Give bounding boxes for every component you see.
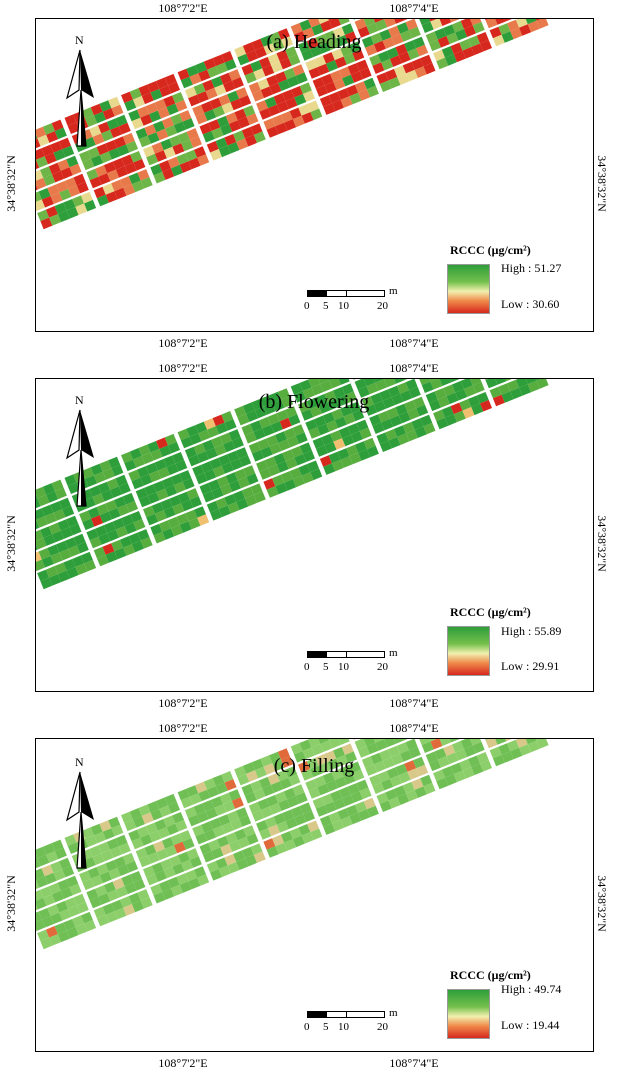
scale-tick-0: 0 xyxy=(304,300,310,312)
legend-color-ramp xyxy=(447,264,490,314)
right-tick: 34°38'32"N xyxy=(594,515,609,572)
scale-tick-20: 20 xyxy=(377,1021,388,1033)
scale-bar xyxy=(307,290,385,297)
bottom-tick-2: 108°7'4"E xyxy=(389,1056,438,1071)
map-canvas xyxy=(36,19,594,332)
legend-title: RCCC (μg/cm²) xyxy=(450,605,531,620)
legend-high: High : 51.27 xyxy=(501,261,561,276)
top-tick-1: 108°7'2"E xyxy=(158,361,207,376)
legend-low: Low : 30.60 xyxy=(501,297,559,312)
left-tick: 34°38'32"N xyxy=(4,875,19,932)
scale-bar xyxy=(307,1011,385,1018)
top-tick-1: 108°7'2"E xyxy=(158,721,207,736)
top-tick-1: 108°7'2"E xyxy=(158,1,207,16)
scale-tick-5: 5 xyxy=(323,1021,329,1033)
map-canvas xyxy=(36,739,594,1052)
north-arrow-icon xyxy=(64,48,98,148)
legend-title: RCCC (μg/cm²) xyxy=(450,243,531,258)
legend-high: High : 55.89 xyxy=(501,624,561,639)
right-tick: 34°38'32"N xyxy=(594,155,609,212)
left-tick: 34°38'32"N xyxy=(4,515,19,572)
right-tick: 34°38'32"N xyxy=(594,875,609,932)
bottom-tick-2: 108°7'4"E xyxy=(389,336,438,351)
legend-low: Low : 19.44 xyxy=(501,1018,559,1033)
scale-tick-10: 10 xyxy=(338,1021,349,1033)
legend-color-ramp xyxy=(447,989,490,1039)
map-frame xyxy=(35,378,594,692)
legend-low: Low : 29.91 xyxy=(501,659,559,674)
scale-tick-5: 5 xyxy=(323,661,329,673)
legend-color-ramp xyxy=(447,626,490,676)
scale-tick-10: 10 xyxy=(338,300,349,312)
plot-cell xyxy=(486,19,498,28)
scale-unit: m xyxy=(389,285,398,297)
north-label: N xyxy=(75,755,84,770)
scale-unit: m xyxy=(389,1007,398,1019)
map-panel-heading: 108°7'2"E 108°7'4"E (a) Heading 34°38'32… xyxy=(0,0,628,360)
left-tick: 34°38'32"N xyxy=(4,155,19,212)
bottom-tick-1: 108°7'2"E xyxy=(158,1056,207,1071)
map-canvas xyxy=(36,379,594,692)
scale-tick-0: 0 xyxy=(304,661,310,673)
scale-tick-0: 0 xyxy=(304,1021,310,1033)
scale-tick-20: 20 xyxy=(377,661,388,673)
bottom-tick-1: 108°7'2"E xyxy=(158,336,207,351)
top-tick-2: 108°7'4"E xyxy=(389,361,438,376)
north-arrow-icon xyxy=(64,408,98,508)
scale-tick-10: 10 xyxy=(338,661,349,673)
map-frame xyxy=(35,738,594,1052)
plot-cell xyxy=(486,379,498,388)
scale-tick-20: 20 xyxy=(377,300,388,312)
legend-high: High : 49.74 xyxy=(501,982,561,997)
scale-unit: m xyxy=(389,647,398,659)
map-frame xyxy=(35,18,594,332)
map-panel-filling: 108°7'2"E 108°7'4"E (c) Filling 34°38'32… xyxy=(0,720,628,1080)
north-arrow-icon xyxy=(64,770,98,870)
scale-tick-5: 5 xyxy=(323,300,329,312)
scale-bar xyxy=(307,651,385,658)
top-tick-2: 108°7'4"E xyxy=(389,1,438,16)
bottom-tick-2: 108°7'4"E xyxy=(389,696,438,711)
bottom-tick-1: 108°7'2"E xyxy=(158,696,207,711)
map-panel-flowering: 108°7'2"E 108°7'4"E (b) Flowering 34°38'… xyxy=(0,360,628,720)
plot-cell xyxy=(486,739,498,748)
north-label: N xyxy=(75,33,84,48)
top-tick-2: 108°7'4"E xyxy=(389,721,438,736)
north-label: N xyxy=(75,393,84,408)
legend-title: RCCC (μg/cm²) xyxy=(450,968,531,983)
